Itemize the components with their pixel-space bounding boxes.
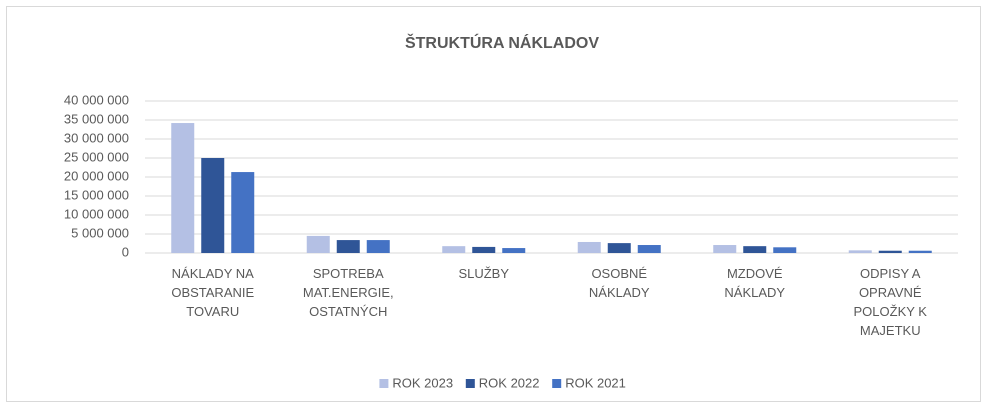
y-tick-label: 20 000 000 [64, 168, 129, 183]
bar [502, 248, 526, 253]
y-tick-label: 30 000 000 [64, 130, 129, 145]
chart-title: ŠTRUKTÚRA NÁKLADOV [405, 33, 599, 52]
x-tick-label: SPOTREBA MAT.ENERGIE, OSTATNÝCH [302, 266, 394, 319]
bar [637, 245, 661, 253]
bar [773, 247, 797, 253]
legend-swatch [552, 379, 562, 388]
y-tick-label: 25 000 000 [64, 149, 129, 164]
legend-label: ROK 2023 [392, 375, 453, 390]
legend-swatch [379, 379, 389, 388]
bar [336, 240, 360, 253]
y-tick-label: 40 000 000 [64, 92, 129, 107]
x-tick-label: SLUŽBY [458, 266, 510, 281]
bar [201, 158, 225, 253]
bar [442, 246, 466, 253]
y-tick-label: 10 000 000 [64, 206, 129, 221]
y-tick-label: 0 [122, 244, 129, 259]
y-tick-label: 5 000 000 [71, 225, 129, 240]
y-tick-label: 15 000 000 [64, 187, 129, 202]
legend-label: ROK 2022 [479, 375, 540, 390]
x-tick-label: MZDOVÉ NÁKLADY [724, 266, 786, 300]
bar [743, 246, 767, 253]
legend-label: ROK 2021 [565, 375, 626, 390]
bar [231, 172, 255, 253]
bar [908, 250, 932, 253]
bar [306, 235, 330, 253]
bar [848, 250, 872, 253]
bar [577, 241, 601, 253]
x-tick-label: ODPISY A OPRAVNÉ POLOŽKY K MAJETKU [853, 266, 927, 338]
bar [366, 240, 390, 253]
bar [713, 245, 737, 253]
y-tick-label: 35 000 000 [64, 111, 129, 126]
bar [878, 250, 902, 253]
bar [171, 123, 195, 253]
bar [607, 243, 631, 253]
bar [472, 246, 496, 253]
legend-swatch [465, 379, 475, 388]
x-tick-label: NÁKLADY NA OBSTARANIE TOVARU [171, 266, 255, 319]
chart-border [6, 6, 981, 402]
x-tick-label: OSOBNÉ NÁKLADY [588, 266, 650, 300]
